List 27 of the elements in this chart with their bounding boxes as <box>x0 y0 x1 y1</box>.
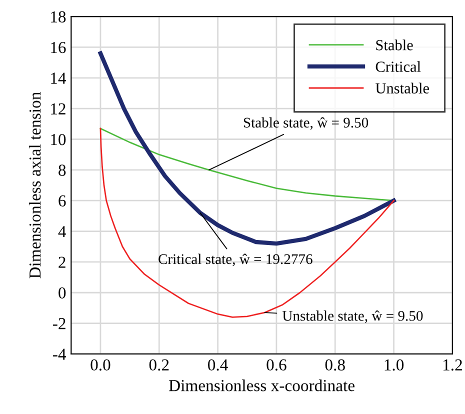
legend-label: Critical <box>376 61 421 72</box>
y-tick-label: -2 <box>53 318 66 330</box>
x-tick-label: 0.6 <box>266 359 286 371</box>
y-tick-label: 6 <box>58 195 66 207</box>
y-tick-label: 12 <box>51 103 66 114</box>
legend-label: Stable <box>376 40 413 50</box>
y-tick-label: 10 <box>51 134 66 146</box>
y-tick-label: 14 <box>51 72 66 84</box>
x-tick-label: 0.2 <box>149 359 169 371</box>
y-tick-label: 16 <box>51 42 66 54</box>
x-tick-label: 1.0 <box>384 359 404 371</box>
y-tick-label: 4 <box>58 226 66 238</box>
annotation: Unstable state, ŵ = 9.50 <box>282 310 423 323</box>
legend-label: Unstable <box>376 82 429 94</box>
x-tick-label: 0.4 <box>208 359 228 371</box>
x-tick-label: 0.8 <box>325 359 345 371</box>
annotation: Stable state, ŵ = 9.50 <box>244 117 368 130</box>
y-tick-label: -4 <box>53 348 66 360</box>
y-tick-label: 0 <box>58 287 66 299</box>
x-axis-title: Dimensionless x-coordinate <box>169 380 354 392</box>
y-tick-label: 18 <box>51 11 66 23</box>
y-tick-label: 8 <box>58 164 66 176</box>
x-tick-label: 1.2 <box>443 359 462 371</box>
y-axis-title: Dimensionless axial tension <box>28 92 41 278</box>
x-tick-label: 0.0 <box>90 359 110 371</box>
annotation: Critical state, ŵ = 19.2776 <box>158 254 312 266</box>
y-tick-label: 2 <box>58 256 66 268</box>
